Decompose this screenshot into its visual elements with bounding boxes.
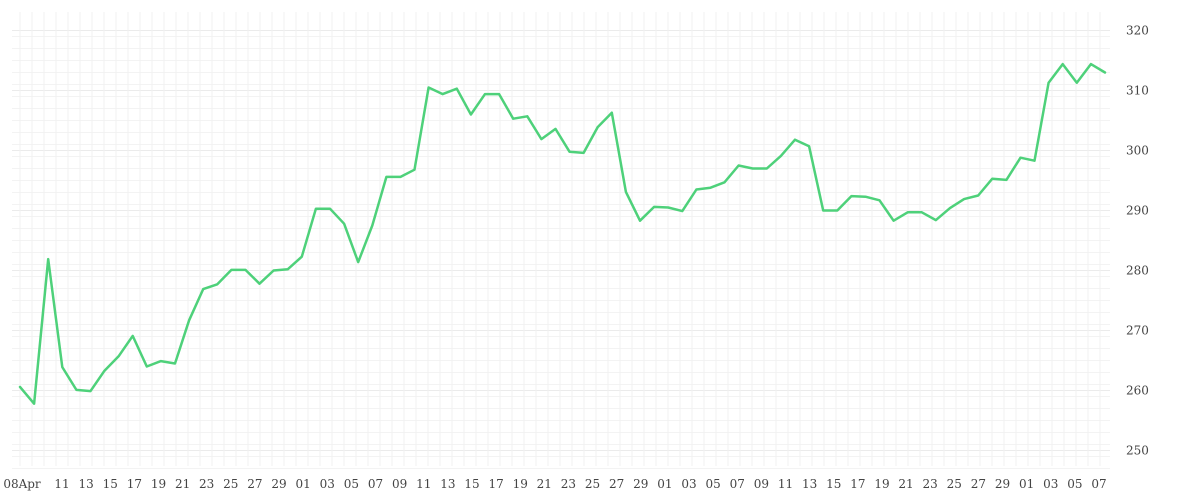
- x-tick-label: 27: [247, 477, 262, 491]
- x-tick-label: 11: [778, 477, 793, 491]
- x-tick-label: 07: [368, 477, 383, 491]
- y-tick-label: 290: [1126, 204, 1149, 218]
- x-tick-label: 23: [199, 477, 214, 491]
- x-tick-label: 08Apr: [3, 477, 41, 491]
- grid: [12, 12, 1110, 469]
- y-tick-label: 260: [1126, 384, 1149, 398]
- x-tick-label: 23: [561, 477, 576, 491]
- x-tick-label: 21: [537, 477, 552, 491]
- x-tick-label: 01: [296, 477, 311, 491]
- y-tick-label: 300: [1126, 144, 1149, 158]
- x-tick-label: 01: [1019, 477, 1034, 491]
- x-tick-label: 15: [103, 477, 118, 491]
- x-tick-label: 15: [464, 477, 479, 491]
- x-tick-label: 29: [633, 477, 648, 491]
- x-tick-label: 25: [947, 477, 962, 491]
- x-tick-label: 03: [681, 477, 696, 491]
- x-tick-label: 17: [127, 477, 142, 491]
- x-tick-label: 05: [344, 477, 359, 491]
- x-tick-label: 13: [802, 477, 817, 491]
- x-tick-label: 03: [320, 477, 335, 491]
- x-tick-label: 07: [1091, 477, 1106, 491]
- x-tick-label: 23: [923, 477, 938, 491]
- x-tick-label: 17: [850, 477, 865, 491]
- x-axis: 08Apr 11 13 15 17 19 21 23 25 27 29 01 03 05 07 09 11 13 1…: [3, 477, 1106, 491]
- x-tick-label: 25: [585, 477, 600, 491]
- x-tick-label: 13: [440, 477, 455, 491]
- x-tick-label: 15: [826, 477, 841, 491]
- x-tick-label: 29: [995, 477, 1010, 491]
- x-tick-label: 09: [754, 477, 769, 491]
- x-tick-label: 29: [271, 477, 286, 491]
- x-tick-label: 27: [971, 477, 986, 491]
- x-tick-label: 05: [705, 477, 720, 491]
- x-tick-label: 19: [874, 477, 889, 491]
- y-tick-label: 270: [1126, 324, 1149, 338]
- x-tick-label: 11: [54, 477, 69, 491]
- x-tick-label: 27: [609, 477, 624, 491]
- x-tick-label: 19: [513, 477, 528, 491]
- x-tick-label: 21: [175, 477, 190, 491]
- series-line: [20, 64, 1105, 404]
- x-tick-label: 09: [392, 477, 407, 491]
- x-tick-label: 01: [657, 477, 672, 491]
- y-tick-label: 280: [1126, 264, 1149, 278]
- y-tick-label: 310: [1126, 84, 1149, 98]
- x-tick-label: 19: [151, 477, 166, 491]
- x-tick-label: 11: [416, 477, 431, 491]
- x-tick-label: 21: [898, 477, 913, 491]
- x-tick-label: 05: [1067, 477, 1082, 491]
- x-tick-label: 17: [488, 477, 503, 491]
- y-tick-label: 320: [1126, 24, 1149, 38]
- x-tick-label: 25: [223, 477, 238, 491]
- y-axis: 250 260 270 280 290 300 310 320: [1126, 24, 1149, 458]
- x-tick-label: 07: [730, 477, 745, 491]
- y-tick-label: 250: [1126, 444, 1149, 458]
- series-layer: [20, 64, 1105, 404]
- x-tick-label: 03: [1043, 477, 1058, 491]
- x-tick-label: 13: [78, 477, 93, 491]
